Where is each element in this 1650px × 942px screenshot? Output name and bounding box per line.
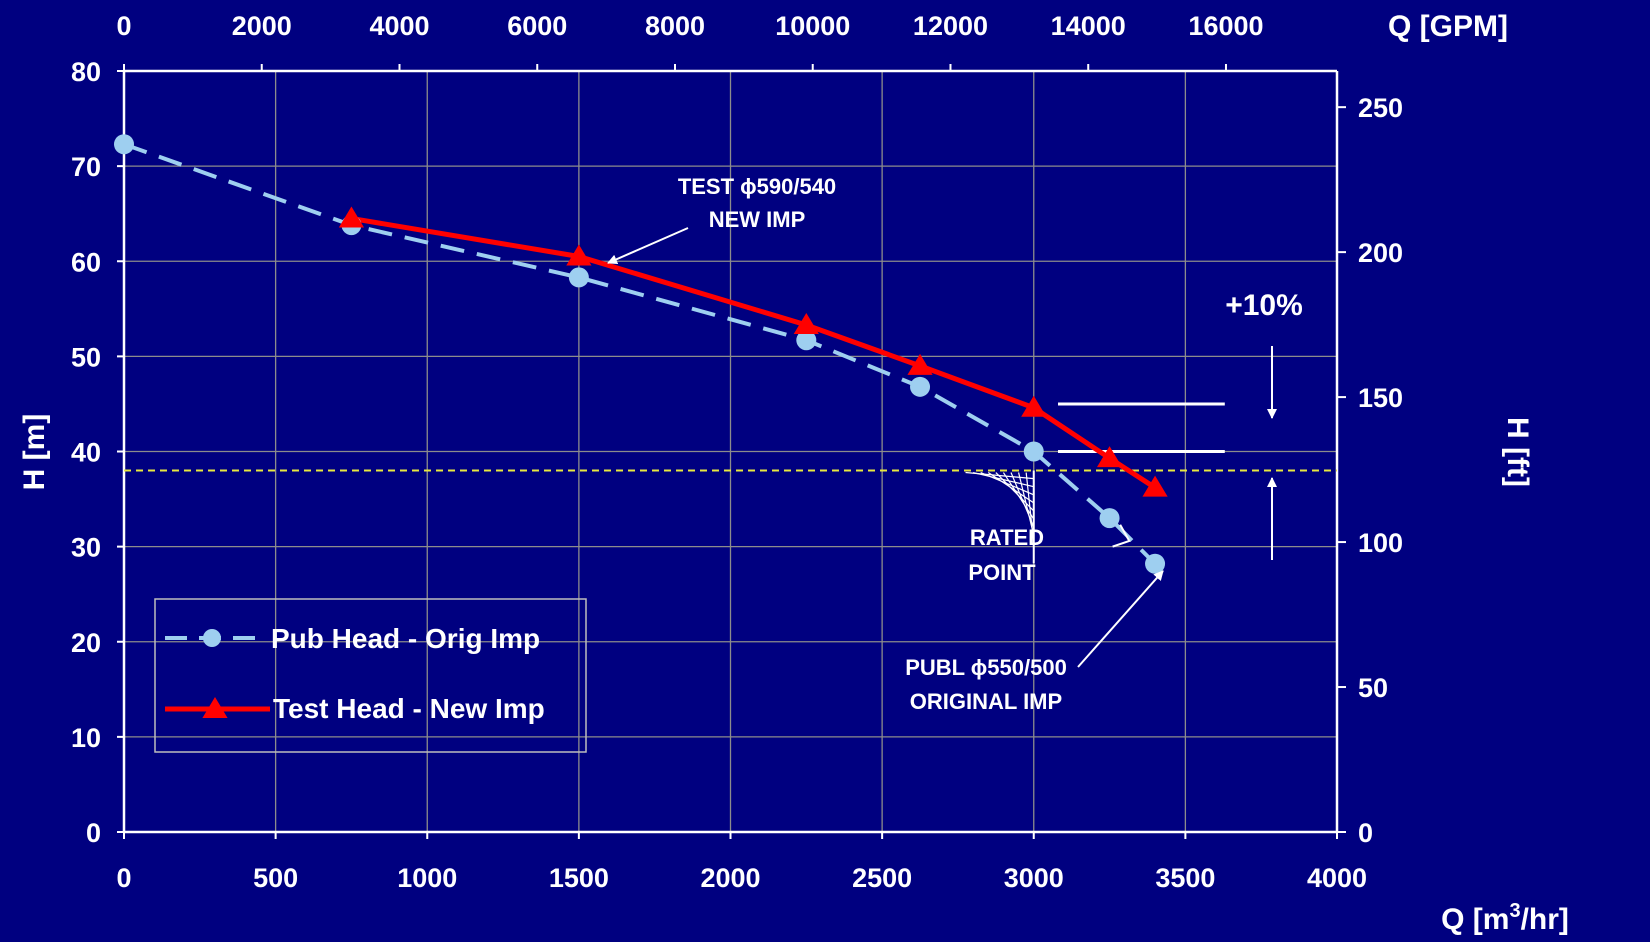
y-left-tick-label-1: 10 <box>71 723 101 753</box>
test-head-point-5 <box>1096 446 1123 468</box>
annotation-rated-line2: POINT <box>968 560 1036 585</box>
test-head-point-1 <box>566 244 592 266</box>
test-head-point-6 <box>1142 475 1168 497</box>
annotation-test-line2: NEW IMP <box>709 207 806 232</box>
pub-head-point-4 <box>910 376 931 397</box>
x-bottom-tick-label-7: 3500 <box>1155 863 1215 893</box>
x-bottom-tick-label-8: 4000 <box>1307 863 1367 893</box>
x-top-tick-label-3: 6000 <box>507 11 567 41</box>
x-top-axis-title: Q [GPM] <box>1388 10 1508 43</box>
test-head-point-0 <box>338 206 365 228</box>
x-top-tick-label-7: 14000 <box>1051 11 1126 41</box>
y-right-tick-label-4: 200 <box>1358 238 1403 268</box>
annotation-test-line1: TEST ϕ590/540 <box>678 174 836 199</box>
annotation-rated-line1: RATED <box>970 525 1044 550</box>
annotation-publ-leader <box>1112 524 1131 548</box>
test-head-point-4 <box>1021 395 1047 417</box>
annotation-test-arrow <box>607 227 689 264</box>
annotation-plus-ten-percent: +10% <box>1225 289 1303 322</box>
pub-head-point-2 <box>568 267 589 288</box>
x-top-tick-label-8: 16000 <box>1188 11 1263 41</box>
x-bottom-tick-label-0: 0 <box>116 863 131 893</box>
series-line-pub-head <box>123 142 1157 566</box>
y-left-tick-label-3: 30 <box>71 533 101 563</box>
rated-point-hatch-9 <box>1025 472 1035 544</box>
y-right-tick-label-1: 50 <box>1358 673 1388 703</box>
legend-box <box>154 598 587 753</box>
legend-marker-test-head <box>202 697 228 718</box>
annotation-publ-line2: ORIGINAL IMP <box>910 689 1062 714</box>
rated-point-marks <box>124 402 1337 564</box>
y-right-tick-label-3: 150 <box>1358 383 1403 413</box>
annotations: TEST ϕ590/540 NEW IMP PUBL ϕ550/500 ORIG… <box>607 174 1303 714</box>
axis-titles: Q [GPM] Q [m3/hr] H [m] H [ft] <box>18 10 1569 936</box>
pub-head-point-0 <box>114 134 134 155</box>
pub-head-point-7 <box>1145 553 1166 574</box>
x-bottom-tick-label-3: 1500 <box>549 863 609 893</box>
legend-marker-pub-head <box>203 629 221 647</box>
test-head-point-2 <box>793 312 819 334</box>
y-left-tick-label-7: 70 <box>71 152 101 182</box>
annotation-publ-arrow <box>1077 570 1164 668</box>
y-right-tick-label-2: 100 <box>1358 528 1403 558</box>
legend-label-test-head: Test Head - New Imp <box>273 693 545 724</box>
y-left-tick-label-8: 80 <box>71 57 101 87</box>
x-top-tick-label-2: 4000 <box>369 11 429 41</box>
pub-head-point-5 <box>1023 441 1044 462</box>
y-left-tick-label-6: 60 <box>71 247 101 277</box>
annotation-publ-line1: PUBL ϕ550/500 <box>905 655 1067 680</box>
data-series <box>114 134 1168 574</box>
x-top-tick-label-0: 0 <box>116 11 131 41</box>
x-bottom-title-main: Q [m <box>1441 903 1509 936</box>
y-left-tick-label-4: 40 <box>71 438 101 468</box>
y-right-tick-label-5: 250 <box>1358 93 1403 123</box>
x-bottom-axis-title: Q [m3/hr] <box>1441 900 1569 936</box>
x-bottom-tick-label-1: 500 <box>253 863 298 893</box>
y-left-axis-title: H [m] <box>18 414 51 491</box>
rated-point-hatch-6 <box>1002 472 1035 520</box>
legend: Pub Head - Orig Imp Test Head - New Imp <box>154 598 587 753</box>
y-right-tick-label-0: 0 <box>1358 818 1373 848</box>
x-bottom-title-tail: /hr] <box>1521 903 1569 936</box>
y-left-tick-label-5: 50 <box>71 342 101 372</box>
x-bottom-title-superscript: 3 <box>1509 900 1520 922</box>
x-top-tick-label-4: 8000 <box>645 11 705 41</box>
x-top-tick-label-6: 12000 <box>913 11 988 41</box>
x-top-tick-label-1: 2000 <box>232 11 292 41</box>
test-head-point-3 <box>907 353 933 375</box>
x-bottom-tick-label-5: 2500 <box>852 863 912 893</box>
x-bottom-tick-label-6: 3000 <box>1004 863 1064 893</box>
y-left-tick-label-0: 0 <box>86 818 101 848</box>
y-right-axis-title: H [ft] <box>1501 417 1534 487</box>
x-top-tick-label-5: 10000 <box>775 11 850 41</box>
x-bottom-tick-label-2: 1000 <box>397 863 457 893</box>
legend-label-pub-head: Pub Head - Orig Imp <box>271 623 540 654</box>
pub-head-point-6 <box>1099 508 1120 529</box>
rated-point-hatch-5 <box>995 472 1035 512</box>
y-left-tick-label-2: 20 <box>71 628 101 658</box>
x-bottom-tick-label-4: 2000 <box>700 863 760 893</box>
pub-head-point-3 <box>796 330 817 351</box>
